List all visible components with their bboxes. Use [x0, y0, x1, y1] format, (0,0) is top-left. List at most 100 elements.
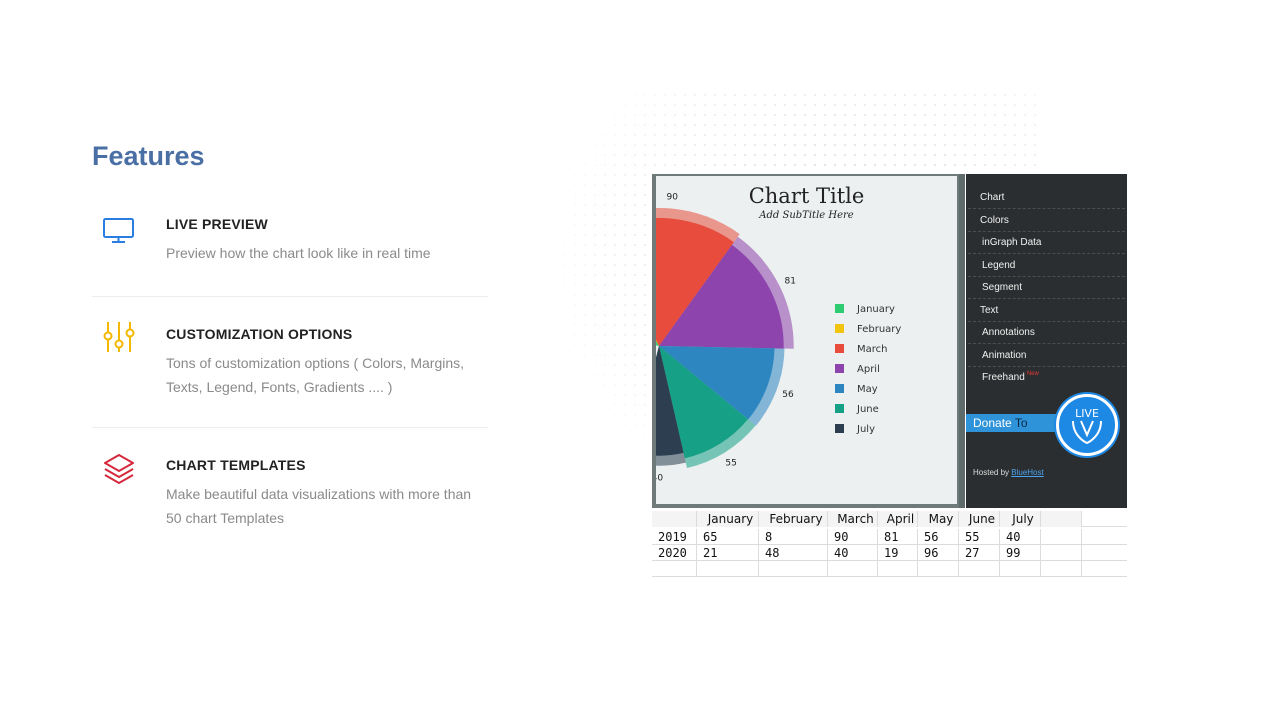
menu-item-legend[interactable]: Legend	[968, 255, 1125, 277]
table-cell[interactable]: 81	[878, 529, 918, 545]
chart-title: Chart Title	[748, 184, 865, 208]
feature-title: CHART TEMPLATES	[166, 457, 306, 473]
menu-label: Freehand	[982, 372, 1025, 383]
table-cell[interactable]: 19	[878, 545, 918, 561]
divider	[92, 427, 488, 428]
table-cell[interactable]	[1041, 529, 1082, 545]
table-cell[interactable]: 27	[959, 545, 1000, 561]
donate-button[interactable]: Donate To	[966, 414, 1062, 432]
chart-canvas: 6589081565540JanuaryFebruaryMarchAprilMa…	[656, 176, 957, 504]
table-cell[interactable]: 55	[959, 529, 1000, 545]
menu-item-annotations[interactable]: Annotations	[968, 322, 1125, 344]
menu-item-segment[interactable]: Segment	[968, 277, 1125, 299]
data-label-april: 81	[785, 277, 796, 287]
app-screenshot: 6589081565540JanuaryFebruaryMarchAprilMa…	[652, 174, 1127, 578]
feature-description: Make beautiful data visualizations with …	[166, 486, 472, 526]
menu-item-text[interactable]: Text	[968, 300, 1125, 322]
menu-item-freehand[interactable]: Freehand New	[968, 367, 1125, 389]
menu-label: inGraph Data	[982, 237, 1042, 248]
table-cell[interactable]: 65	[697, 529, 759, 545]
column-header: April	[878, 511, 918, 527]
menu-item-colors[interactable]: Colors	[968, 210, 1125, 232]
feature-title: LIVE PREVIEW	[166, 216, 268, 232]
column-header: February	[759, 511, 828, 527]
sliders-icon	[102, 320, 136, 354]
canvas-scrollbar[interactable]	[959, 174, 965, 508]
menu-label: Chart	[980, 192, 1005, 203]
table-cell[interactable]	[697, 561, 759, 577]
table-cell[interactable]: 99	[1000, 545, 1041, 561]
table-cell[interactable]	[1041, 561, 1082, 577]
column-header: March	[828, 511, 878, 527]
table-cell[interactable]	[1041, 545, 1082, 561]
table-cell[interactable]	[828, 561, 878, 577]
menu-label: Annotations	[982, 327, 1035, 338]
table-cell[interactable]: 21	[697, 545, 759, 561]
donate-label: Donate	[973, 416, 1012, 430]
section-title: Features	[92, 141, 205, 171]
column-header: May	[918, 511, 959, 527]
table-cell[interactable]: 40	[828, 545, 878, 561]
table-cell[interactable]: 48	[759, 545, 828, 561]
donate-to-label: To	[1014, 416, 1028, 430]
pie-slice-march	[656, 218, 734, 346]
table-row: 2020 21 48 40 19 96 27 99	[652, 545, 1127, 561]
table-cell[interactable]: 8	[759, 529, 828, 545]
data-table: January February March April May June July 2019…	[652, 508, 1127, 578]
data-label-june: 55	[725, 459, 736, 469]
settings-panel: Chart Colors inGraph Data Legend Segment…	[966, 174, 1127, 508]
feature-customization-options: CUSTOMIZATION OPTIONS Tons of customizat…	[92, 322, 488, 406]
menu-item-ingraph-data[interactable]: inGraph Data	[968, 232, 1125, 254]
feature-description: Tons of customization options ( Colors, …	[166, 355, 465, 395]
table-cell[interactable]: 40	[1000, 529, 1041, 545]
legend-label-june: June	[856, 404, 879, 415]
column-header	[1041, 511, 1082, 527]
host-link[interactable]: BlueHost	[1011, 468, 1044, 477]
pie-slice-july	[656, 346, 684, 456]
menu-item-animation[interactable]: Animation	[968, 345, 1125, 367]
table-cell[interactable]: 96	[918, 545, 959, 561]
table-cell[interactable]: 2019	[652, 529, 697, 545]
hosted-by: Hosted by BlueHost	[973, 468, 1044, 477]
table-cell[interactable]	[1000, 561, 1041, 577]
column-header	[652, 511, 697, 527]
hosted-by-text: Hosted by	[973, 468, 1010, 477]
layers-icon	[102, 453, 136, 487]
table-cell[interactable]	[759, 561, 828, 577]
legend-label-march: March	[857, 344, 887, 355]
table-cell[interactable]	[918, 561, 959, 577]
menu-label: Colors	[980, 215, 1009, 226]
legend-label-february: February	[857, 324, 901, 335]
pie-slice-may	[659, 346, 775, 420]
table-row: 2019 65 8 90 81 56 55 40	[652, 529, 1127, 545]
column-header: January	[697, 511, 759, 527]
livegap-logo: LIVE	[1056, 394, 1118, 456]
column-header: June	[959, 511, 1000, 527]
table-cell[interactable]	[652, 561, 697, 577]
menu-label: Legend	[982, 260, 1016, 271]
legend-swatch	[835, 384, 844, 393]
feature-title: CUSTOMIZATION OPTIONS	[166, 326, 353, 342]
table-cell[interactable]: 2020	[652, 545, 697, 561]
legend-swatch	[835, 364, 844, 373]
table-cell[interactable]	[878, 561, 918, 577]
menu-item-chart[interactable]: Chart	[968, 187, 1125, 209]
menu-label: Text	[980, 305, 999, 316]
pie-slice-april	[659, 244, 784, 349]
legend-swatch	[835, 304, 844, 313]
legend-label-may: May	[857, 384, 878, 395]
menu-label: Animation	[982, 350, 1027, 361]
chart-canvas-frame: 6589081565540JanuaryFebruaryMarchAprilMa…	[652, 174, 965, 508]
legend-label-january: January	[856, 304, 895, 315]
data-label-may: 56	[782, 390, 794, 400]
legend-swatch	[835, 344, 844, 353]
table-cell[interactable]	[959, 561, 1000, 577]
legend-swatch	[835, 404, 844, 413]
chart-subtitle: Add SubTitle Here	[759, 210, 854, 221]
pie-slice-june	[659, 346, 748, 459]
pie-chart: 6589081565540JanuaryFebruaryMarchAprilMa…	[656, 193, 901, 484]
data-label-july: 40	[656, 474, 663, 484]
legend-label-april: April	[857, 364, 880, 375]
table-cell[interactable]: 56	[918, 529, 959, 545]
table-cell[interactable]: 90	[828, 529, 878, 545]
